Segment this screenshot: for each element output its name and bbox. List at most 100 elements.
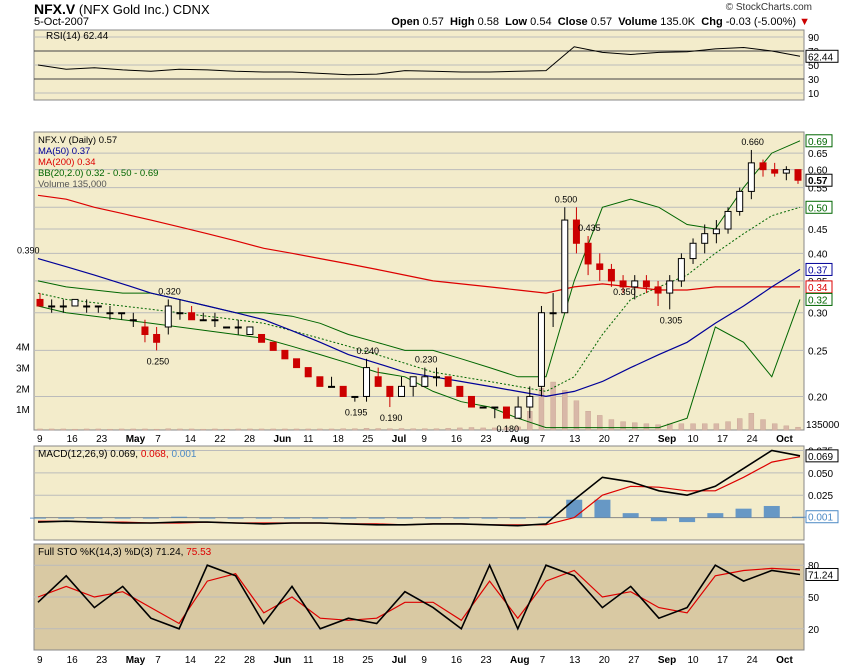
candle-body: [281, 349, 289, 360]
xaxis-label-top: 25: [362, 434, 374, 445]
xaxis-label-bottom: 13: [569, 655, 581, 666]
candle-body: [479, 406, 487, 409]
macd-histogram-bar: [368, 517, 385, 519]
volume-tick-label: 1M: [16, 405, 30, 416]
volume-bar: [258, 428, 265, 431]
xaxis-label-top: 20: [599, 434, 611, 445]
candle-body: [782, 169, 790, 174]
volume-bar: [422, 428, 428, 431]
macd-histogram-bar: [622, 513, 639, 518]
macd-histogram-bar: [707, 513, 724, 518]
price-annotation: 0.350: [613, 287, 636, 297]
candle-body: [759, 162, 767, 171]
macd-histogram-bar: [650, 517, 667, 522]
volume-bar: [60, 428, 67, 431]
xaxis-label-top: Aug: [510, 434, 529, 445]
volume-tick-label: 2M: [16, 384, 30, 395]
price-annotation: 0.320: [158, 286, 181, 296]
price-value-box: [805, 292, 833, 306]
macd-histogram-bar: [792, 516, 808, 518]
volume-bar: [573, 400, 580, 431]
ma50-line: [37, 258, 801, 398]
macd-legend: MACD(12,26,9) 0.069, 0.068, 0.001: [38, 449, 197, 460]
price-annotation: 0.660: [741, 137, 764, 147]
xaxis-label-bottom: Jul: [392, 655, 407, 666]
macd-histogram-bar: [340, 517, 357, 519]
volume-bar: [410, 428, 416, 431]
price-annotation: 0.190: [380, 413, 403, 423]
chg-value: -0.03 (-5.00%): [725, 16, 797, 28]
volume-bar: [771, 423, 778, 431]
candle-body: [316, 376, 324, 387]
xaxis-label-top: 10: [687, 434, 699, 445]
sto-tick-label: 80: [808, 561, 820, 572]
sto-k-line: [37, 563, 801, 631]
xaxis-label-top: May: [126, 434, 146, 445]
candle-body: [596, 263, 604, 270]
candle-body: [83, 305, 91, 308]
xaxis-label-top: 27: [628, 434, 640, 445]
macd-histogram-bar: [566, 499, 583, 518]
candle-body: [467, 395, 475, 408]
candle-body: [421, 376, 429, 387]
price-tick-label: 0.60: [808, 166, 828, 177]
volume-bar: [597, 415, 603, 431]
xaxis-label-bottom: Jun: [274, 655, 292, 666]
candle-body: [164, 305, 172, 328]
volume-bar: [107, 428, 113, 431]
candle-body: [537, 312, 545, 387]
volume-tick-label: 3M: [16, 363, 30, 374]
xaxis-label-top: Oct: [776, 434, 793, 445]
candle-body: [293, 358, 301, 369]
price-annotation: 0.195: [345, 408, 368, 418]
chart-date: 5-Oct-2007: [34, 16, 90, 28]
volume-bar: [48, 428, 55, 431]
price-value-box: [805, 173, 833, 187]
open-value: 0.57: [422, 16, 444, 28]
volume-value: 135.0K: [660, 16, 696, 28]
xaxis-label-bottom: 7: [540, 655, 546, 666]
macd-histogram-bar: [509, 517, 526, 519]
candle-body: [724, 210, 732, 230]
rsi-last-label: 62.44: [808, 52, 833, 63]
sto-legend-part: 71.24,: [156, 547, 187, 558]
macd-histogram-bar: [312, 517, 329, 519]
macd-last-label: 0.069: [808, 452, 833, 463]
macd-hist-last-box: [805, 510, 839, 524]
macd-histogram-bar: [255, 517, 272, 519]
price-annotation: 0.500: [555, 194, 578, 204]
price-legend-line: BB(20,2.0) 0.32 - 0.50 - 0.69: [38, 168, 158, 179]
price-tick-label: 0.65: [808, 149, 828, 160]
candle-body: [572, 219, 580, 244]
volume-bar: [223, 428, 230, 431]
volume-bar: [387, 428, 393, 431]
xaxis-label-bottom: 25: [362, 655, 374, 666]
candle-body: [409, 376, 417, 387]
xaxis-label-bottom: 9: [421, 655, 427, 666]
macd-last-box: [805, 449, 839, 463]
macd-hist-last-label: 0.001: [808, 513, 833, 524]
xaxis-label-bottom: 18: [333, 655, 345, 666]
candle-body: [584, 242, 592, 265]
xaxis-label-bottom: 23: [96, 655, 108, 666]
xaxis-label-top: 7: [155, 434, 161, 445]
price-legend-line: NFX.V (Daily) 0.57: [38, 135, 117, 146]
macd-line: [37, 449, 801, 527]
price-value-box: [805, 200, 833, 214]
volume-bar: [468, 427, 475, 431]
macd-histogram-bar: [171, 516, 188, 518]
price-value-label: 0.37: [808, 265, 828, 276]
volume-bar: [550, 381, 556, 431]
candle-body: [432, 376, 440, 379]
xaxis-label-top: Sep: [658, 434, 676, 445]
volume-bar: [433, 428, 440, 431]
price-value-box: [805, 262, 833, 276]
candle-body: [153, 333, 161, 343]
macd-tick-label: 0.050: [808, 469, 833, 480]
candle-body: [176, 312, 184, 315]
close-label: Close: [557, 16, 588, 28]
volume-bar: [678, 423, 685, 431]
volume-bar: [445, 428, 451, 431]
macd-histogram-bar: [453, 517, 470, 519]
